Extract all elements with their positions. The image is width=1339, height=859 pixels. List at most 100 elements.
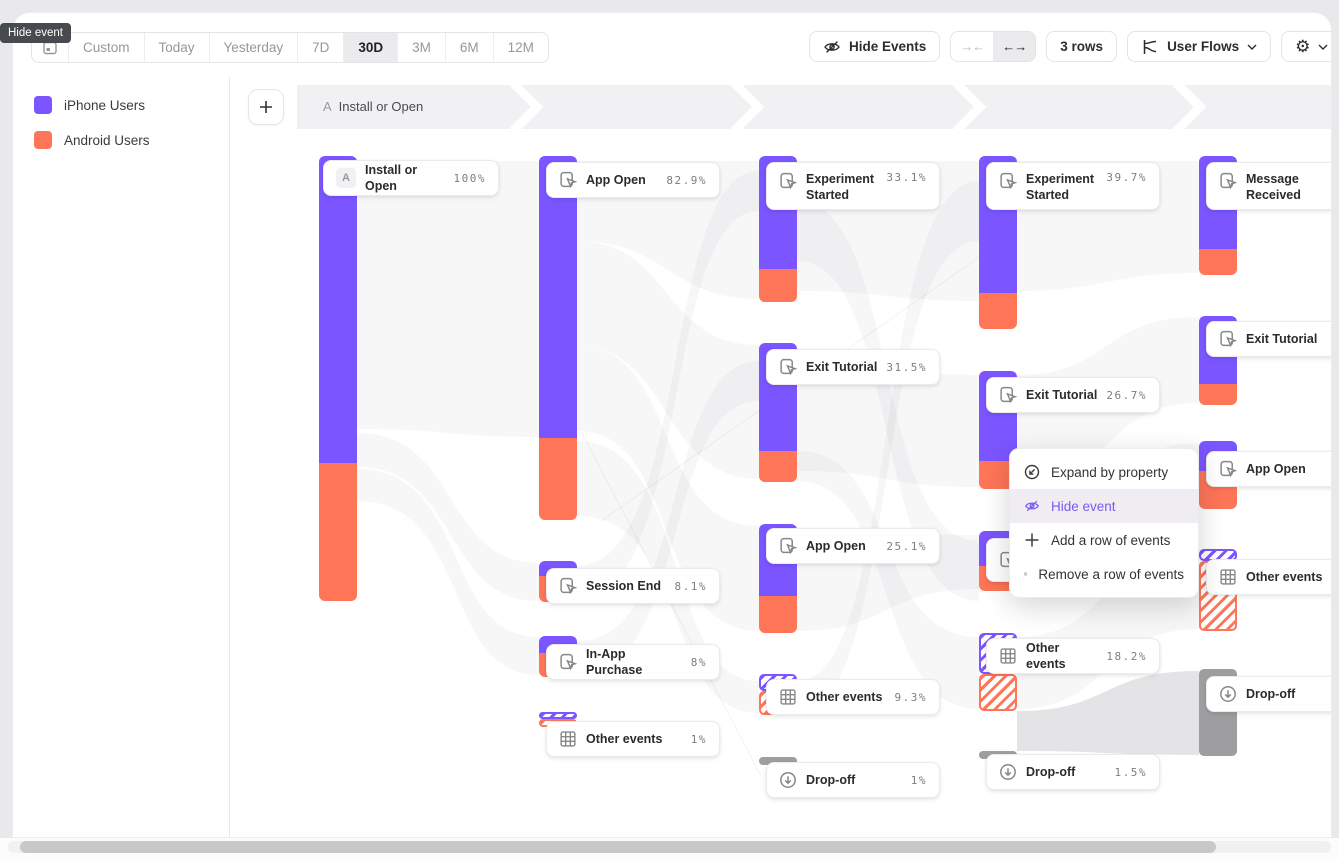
event-card-label: Message Received — [1246, 172, 1301, 202]
event-card-label: App Open — [586, 173, 646, 187]
event-card-label: Drop-off — [1246, 687, 1296, 701]
dropoff-icon — [779, 771, 797, 789]
event-card-app-open[interactable]: App Open — [1206, 451, 1331, 487]
event-card-experiment-started[interactable]: Experiment Started 33.1% — [766, 162, 940, 210]
event-card-app-open[interactable]: App Open 25.1% — [766, 528, 940, 564]
event-card-exit-tutorial[interactable]: Exit Tutorial — [1206, 321, 1331, 357]
legend-item[interactable]: iPhone Users — [34, 96, 150, 114]
event-card-other-events[interactable]: Other events 1% — [546, 721, 720, 757]
event-icon — [1219, 460, 1237, 478]
event-card-session-end[interactable]: Session End 8.1% — [546, 568, 720, 604]
event-card-percentage: 26.7% — [1106, 388, 1147, 402]
flow-bar-segment-android — [1199, 249, 1237, 275]
event-card-other-events[interactable]: Other events 18.2% — [986, 638, 1160, 674]
event-card-install-or-open[interactable]: A Install or Open 100% — [323, 160, 499, 196]
flow-bar-dropoff[interactable] — [759, 757, 797, 765]
horizontal-scrollbar-thumb[interactable] — [20, 841, 1216, 853]
event-card-label: Drop-off — [806, 773, 856, 787]
event-card-drop-off[interactable]: Drop-off — [1206, 676, 1331, 712]
legend-item[interactable]: Android Users — [34, 131, 150, 149]
event-card-exit-tutorial[interactable]: Exit Tutorial 31.5% — [766, 349, 940, 385]
event-card-label: App Open — [806, 539, 866, 553]
letter-badge-icon: A — [336, 168, 356, 188]
flow-bar-hatched-android[interactable] — [979, 674, 1017, 711]
event-card-label: Exit Tutorial — [806, 360, 878, 374]
event-card-label: Other events — [1246, 570, 1323, 584]
date-range-custom[interactable]: Custom — [68, 33, 144, 62]
date-range-yesterday[interactable]: Yesterday — [208, 33, 298, 62]
segment-legend: iPhone Users Android Users — [34, 96, 150, 166]
event-icon — [779, 172, 797, 190]
event-card-label: Experiment Started — [1026, 172, 1095, 202]
event-card-percentage: 33.1% — [886, 171, 927, 184]
legend-swatch — [34, 96, 52, 114]
flow-bar[interactable] — [539, 156, 577, 520]
user-flows-icon — [1141, 38, 1159, 56]
add-row-icon — [1025, 533, 1039, 547]
flow-bar[interactable] — [319, 156, 357, 601]
flow-bar-segment-iphone — [319, 156, 357, 463]
event-icon — [779, 358, 797, 376]
flow-bar-hatched-iphone[interactable] — [539, 712, 577, 719]
plus-icon — [260, 101, 272, 113]
hide-events-button[interactable]: Hide Events — [809, 31, 941, 62]
menu-item-label: Hide event — [1051, 498, 1116, 514]
view-selector[interactable]: User Flows — [1127, 31, 1272, 62]
date-range-6m[interactable]: 6M — [444, 33, 493, 62]
event-card-label: Exit Tutorial — [1026, 388, 1098, 402]
settings-button[interactable]: ⚙ — [1281, 31, 1331, 62]
breadcrumb-badge: A — [323, 99, 332, 114]
event-card-percentage: 1% — [690, 732, 707, 746]
event-card-experiment-started[interactable]: Experiment Started 39.7% — [986, 162, 1160, 210]
dropoff-icon — [999, 763, 1017, 781]
menu-item-label: Expand by property — [1051, 464, 1169, 480]
add-segment-button[interactable] — [248, 89, 284, 125]
legend-label: Android Users — [64, 132, 150, 148]
event-card-label: Other events — [806, 690, 883, 704]
flow-bar-segment-android — [759, 451, 797, 482]
date-range-7d[interactable]: 7D — [297, 33, 343, 62]
eye-slash-icon — [823, 38, 841, 56]
event-card-other-events[interactable]: Other events 9.3% — [766, 679, 940, 715]
event-icon — [1219, 172, 1237, 190]
rows-label: 3 rows — [1060, 39, 1104, 54]
date-range-today[interactable]: Today — [143, 33, 209, 62]
step-band — [297, 85, 1331, 129]
legend-label: iPhone Users — [64, 97, 146, 113]
event-card-label: Install or Open — [365, 163, 418, 193]
expand-by-property-icon — [1024, 464, 1040, 480]
menu-item-expand-by-property[interactable]: Expand by property — [1010, 455, 1198, 489]
event-card-message-received[interactable]: Message Received — [1206, 162, 1331, 210]
event-card-exit-tutorial[interactable]: Exit Tutorial 26.7% — [986, 377, 1160, 413]
event-card-drop-off[interactable]: Drop-off 1% — [766, 762, 940, 798]
menu-item-hide-event[interactable]: Hide event — [1010, 489, 1198, 523]
event-card-percentage: 1% — [910, 773, 927, 787]
event-card-percentage: 82.9% — [666, 173, 707, 187]
date-range-30d[interactable]: 30D — [343, 33, 398, 62]
event-card-in-app-purchase[interactable]: In-App Purchase 8% — [546, 644, 720, 680]
event-icon — [1219, 330, 1237, 348]
flow-bar-segment-android — [1199, 384, 1237, 405]
date-range-3m[interactable]: 3M — [397, 33, 445, 62]
event-card-label: Session End — [586, 579, 662, 593]
expand-columns-button[interactable]: ←→ — [993, 32, 1036, 61]
event-card-app-open[interactable]: App Open 82.9% — [546, 162, 720, 198]
flow-ribbons — [357, 161, 1199, 777]
breadcrumb: A Install or Open — [323, 99, 423, 114]
event-card-percentage: 31.5% — [886, 360, 927, 374]
menu-item-add-row[interactable]: Add a row of events — [1010, 523, 1198, 557]
event-card-drop-off[interactable]: Drop-off 1.5% — [986, 754, 1160, 790]
flow-bar-segment-android — [539, 438, 577, 520]
date-range-12m[interactable]: 12M — [492, 33, 548, 62]
event-card-label: Other events — [586, 732, 663, 746]
menu-item-remove-row[interactable]: Remove a row of events — [1010, 557, 1198, 591]
event-icon — [779, 537, 797, 555]
menu-item-label: Remove a row of events — [1038, 566, 1184, 582]
rows-button[interactable]: 3 rows — [1046, 31, 1118, 62]
collapse-columns-button[interactable]: →← — [960, 39, 985, 54]
legend-divider — [229, 77, 230, 837]
hide-events-label: Hide Events — [849, 39, 927, 54]
remove-row-icon — [1024, 572, 1028, 576]
event-card-other-events[interactable]: Other events — [1206, 559, 1331, 595]
date-range-control: Custom Today Yesterday 7D 30D 3M 6M 12M — [31, 32, 549, 63]
